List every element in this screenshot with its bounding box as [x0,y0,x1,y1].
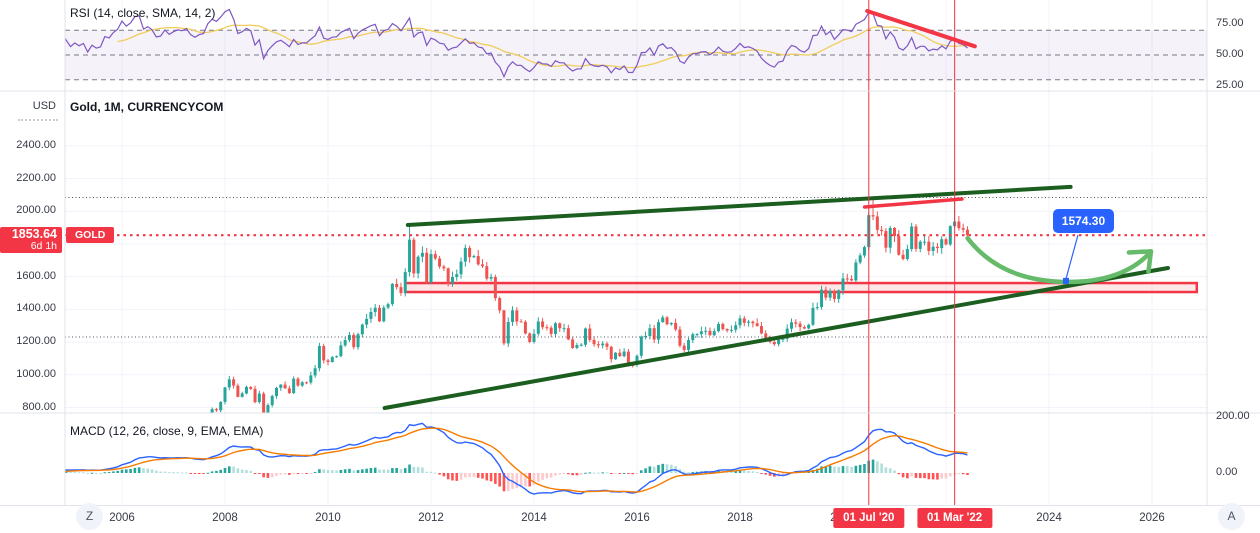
projection-arrow[interactable] [965,235,1154,285]
price-tick-label: 1400.00 [16,302,56,315]
year-label[interactable]: 2024 [1036,512,1062,524]
trendline-upper [405,184,1073,227]
rsi-tick-label: 25.00 [1216,79,1244,91]
trendline-lower [382,265,1170,410]
axis-dotted-separator [18,119,58,121]
rsi-trendline[interactable] [865,8,977,49]
price-tick-label: 800.00 [22,400,56,413]
rsi-series [65,8,968,79]
year-label[interactable]: 2018 [727,512,753,524]
level-lines[interactable] [65,197,1207,338]
price-tick-label: 2400.00 [16,138,56,151]
bar-countdown: 6d 1h [30,240,57,252]
year-label[interactable]: 2006 [109,512,135,524]
rsi-indicator-label[interactable]: RSI (14, close, SMA, 14, 2) [70,6,216,20]
rsi-band [65,29,1207,81]
year-label[interactable]: 2016 [624,512,650,524]
timezone-button[interactable]: Z [76,503,103,530]
macd-series [65,422,969,495]
price-tick-label: 1600.00 [16,269,56,282]
rsi-tick-label: 50.00 [1216,48,1244,60]
year-label[interactable]: 2026 [1139,512,1165,524]
price-tick-label: 2200.00 [16,171,56,184]
event-date-tag[interactable]: 01 Jul '20 [833,508,905,528]
resistance-trendline [862,197,964,209]
price-tick-label: 1200.00 [16,335,56,348]
projection-arrowhead [1126,249,1154,275]
trendlines[interactable] [382,184,1170,410]
year-label[interactable]: 2012 [418,512,444,524]
year-label[interactable]: 2014 [521,512,547,524]
candlestick-series [210,198,969,413]
price-target-callout[interactable]: 1574.30 [1052,208,1114,233]
symbol-title[interactable]: Gold, 1M, CURRENCYCOM [70,100,224,114]
last-price-tag: 1853.64 6d 1h [0,227,62,253]
macd-indicator-label[interactable]: MACD (12, 26, close, 9, EMA, EMA) [70,424,264,438]
time-axis[interactable]: 2006200820102012201420162018202020222024… [0,505,1260,533]
price-tick-label: 1000.00 [16,367,56,380]
last-price-value: 1853.64 [11,227,57,241]
auto-scale-button[interactable]: A [1218,503,1245,530]
macd-tick-label: 0.00 [1216,466,1238,478]
year-label[interactable]: 2008 [212,512,238,524]
year-label[interactable]: 2010 [315,512,341,524]
price-line-symbol-tag: GOLD [66,227,115,243]
callout-anchor-dot[interactable] [1062,277,1069,284]
price-tick-label: 2000.00 [16,204,56,217]
callout-connector [1065,234,1079,280]
macd-tick-label: 200.00 [1216,410,1250,422]
rsi-tick-label: 75.00 [1216,17,1244,29]
price-axis-currency-label: USD [32,100,56,112]
event-date-tag[interactable]: 01 Mar '22 [917,508,993,528]
